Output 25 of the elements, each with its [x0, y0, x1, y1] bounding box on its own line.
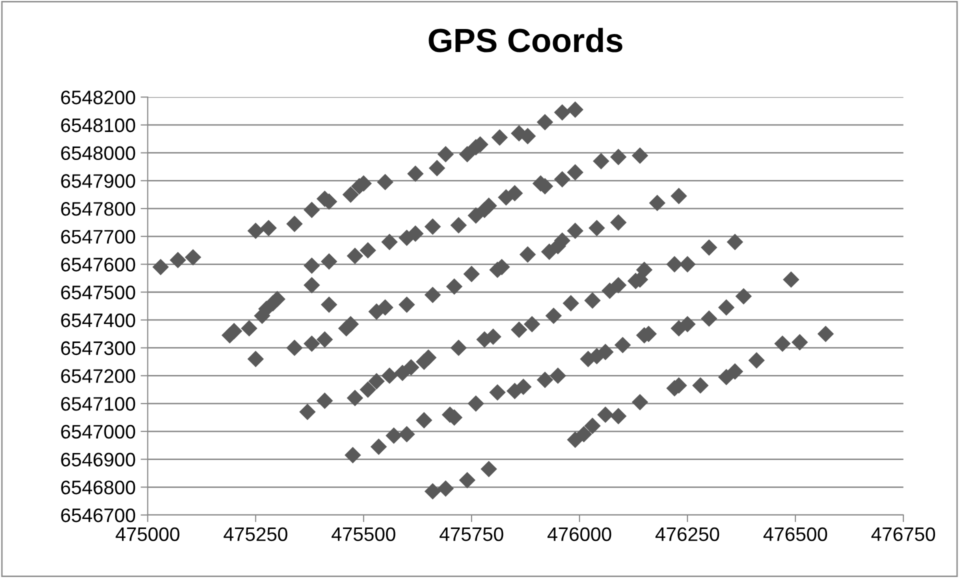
y-tick-label: 6548200	[61, 90, 136, 104]
chart-title: GPS Coords	[428, 28, 622, 52]
y-tick-label: 6547000	[61, 424, 136, 439]
y-tick-label: 6547300	[61, 341, 136, 356]
y-tick-label: 6547500	[61, 286, 136, 300]
x-tick-label: 476250	[655, 527, 720, 542]
y-tick-label: 6547900	[61, 174, 136, 188]
y-tick-label: 6547200	[61, 369, 136, 383]
x-tick-label: 476500	[763, 527, 828, 542]
y-tick-label: 6547400	[61, 313, 136, 328]
y-tick-label: 6548000	[61, 146, 136, 160]
x-tick-label: 476000	[548, 527, 612, 542]
x-tick-label: 475250	[224, 527, 288, 542]
x-tick-label: 475000	[116, 527, 180, 542]
x-tick-label: 475750	[440, 527, 504, 542]
x-tick-label: 475500	[332, 527, 396, 542]
y-tick-label: 6546900	[61, 452, 136, 467]
y-tick-label: 6546800	[61, 480, 136, 494]
y-tick-label: 6547100	[61, 397, 136, 411]
y-tick-label: 6548100	[61, 118, 136, 132]
y-tick-label: 6547700	[61, 230, 136, 244]
y-tick-label: 6547600	[61, 258, 136, 272]
y-tick-label: 6546700	[61, 508, 136, 522]
x-tick-label: 476750	[871, 527, 936, 542]
y-tick-label: 6547800	[61, 202, 136, 216]
